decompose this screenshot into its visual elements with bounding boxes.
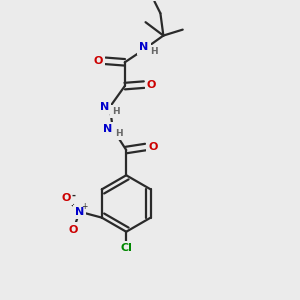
Text: O: O — [69, 224, 78, 235]
Text: O: O — [93, 56, 103, 66]
Text: N: N — [140, 43, 149, 52]
Text: O: O — [148, 142, 158, 152]
Text: -: - — [71, 191, 76, 201]
Text: N: N — [75, 207, 84, 217]
Text: H: H — [112, 107, 120, 116]
Text: +: + — [82, 202, 88, 211]
Text: H: H — [115, 129, 123, 138]
Text: Cl: Cl — [120, 243, 132, 253]
Text: O: O — [147, 80, 156, 90]
Text: O: O — [61, 193, 71, 203]
Text: H: H — [150, 47, 158, 56]
Text: N: N — [100, 102, 109, 112]
Text: N: N — [103, 124, 112, 134]
